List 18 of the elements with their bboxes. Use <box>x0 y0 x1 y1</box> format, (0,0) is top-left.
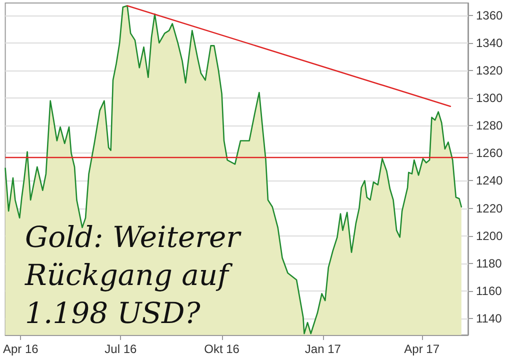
y-tick-label: 1200 <box>476 228 504 243</box>
y-tick-label: 1320 <box>476 64 504 78</box>
y-tick-label: 1180 <box>476 256 502 270</box>
x-tick-label: Jan 17 <box>304 342 342 356</box>
y-tick-label: 1340 <box>476 36 504 50</box>
y-tick-label: 1160 <box>476 284 502 298</box>
y-tick-label: 1300 <box>476 91 504 106</box>
y-tick-label: 1360 <box>476 8 504 22</box>
y-tick-label: 1260 <box>476 146 504 160</box>
x-tick-label: Okt 16 <box>204 342 240 356</box>
y-tick-label: 1280 <box>476 118 504 133</box>
x-tick-label: Apr 17 <box>404 342 440 356</box>
y-tick-label: 1140 <box>476 311 502 326</box>
annotation: Gold: Weiterer Rückgang auf 1.198 USD? <box>24 220 250 330</box>
y-tick-label: 1220 <box>476 201 504 216</box>
y-tick-label: 1240 <box>476 174 504 188</box>
x-tick-label: Apr 16 <box>3 342 39 356</box>
x-tick-label: Jul 16 <box>104 342 138 356</box>
